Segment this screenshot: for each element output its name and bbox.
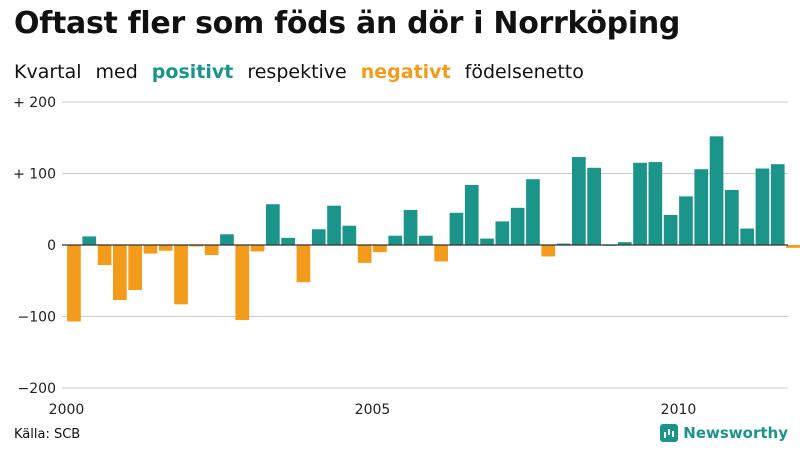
x-tick-label: 2000 bbox=[49, 402, 85, 418]
subtitle-word: med bbox=[95, 61, 138, 83]
bar bbox=[740, 228, 754, 245]
x-tick-label: 2005 bbox=[355, 402, 391, 418]
bar bbox=[709, 136, 724, 245]
bar bbox=[786, 245, 800, 248]
bar bbox=[128, 245, 142, 291]
bar bbox=[464, 184, 479, 245]
bar bbox=[189, 245, 204, 247]
bar bbox=[357, 245, 372, 263]
bar bbox=[250, 245, 265, 252]
bar bbox=[572, 157, 586, 245]
y-tick-label: + 200 bbox=[13, 95, 56, 111]
gridlines bbox=[62, 101, 788, 389]
bar bbox=[97, 245, 112, 266]
bar bbox=[403, 209, 418, 245]
y-tick-label: + 100 bbox=[13, 167, 56, 183]
bar bbox=[373, 245, 387, 253]
bar bbox=[235, 245, 250, 321]
bar bbox=[174, 245, 188, 305]
bar bbox=[220, 234, 234, 245]
bar bbox=[510, 207, 525, 245]
bar bbox=[617, 242, 632, 245]
legend-negative: negativt bbox=[360, 61, 451, 83]
chart-title: Oftast fler som föds än dör i Norrköping bbox=[14, 6, 681, 41]
bar bbox=[648, 162, 663, 245]
bar bbox=[587, 167, 601, 245]
bar bbox=[113, 245, 127, 301]
bar bbox=[495, 221, 510, 245]
bar bbox=[449, 212, 464, 245]
chart-logo-icon bbox=[660, 424, 679, 442]
bar bbox=[296, 245, 311, 283]
legend-positive: positivt bbox=[151, 61, 234, 83]
subtitle-word: födelsenetto bbox=[464, 61, 584, 83]
x-tick-label: 2010 bbox=[661, 402, 697, 418]
bar bbox=[327, 205, 341, 245]
bar bbox=[266, 204, 280, 245]
bar bbox=[541, 245, 556, 257]
brand-logo: Newsworthy bbox=[660, 424, 788, 442]
bar bbox=[480, 238, 494, 245]
bar bbox=[663, 214, 678, 245]
bar bbox=[770, 164, 785, 245]
brand-name: Newsworthy bbox=[683, 424, 788, 442]
chart-subtitle: Kvartal med positivt respektive negativt föde… bbox=[14, 61, 598, 83]
bar bbox=[311, 229, 326, 245]
subtitle-word: respektive bbox=[247, 61, 347, 83]
subtitle-word: Kvartal bbox=[14, 61, 82, 83]
bar bbox=[679, 196, 693, 245]
bar bbox=[204, 245, 219, 256]
bar bbox=[158, 245, 173, 251]
bar bbox=[67, 245, 81, 322]
y-tick-label: −200 bbox=[18, 381, 56, 397]
y-tick-label: 0 bbox=[47, 238, 56, 254]
source-note: Källa: SCB bbox=[14, 427, 81, 442]
bars bbox=[67, 136, 800, 322]
bar bbox=[694, 169, 709, 245]
bar bbox=[342, 225, 357, 245]
bar bbox=[526, 179, 540, 245]
bar bbox=[725, 189, 739, 245]
bar bbox=[556, 243, 571, 245]
bar bbox=[388, 235, 403, 245]
bar bbox=[755, 168, 770, 245]
bar bbox=[633, 162, 647, 245]
bar bbox=[82, 236, 97, 245]
bar bbox=[143, 245, 158, 254]
bar bbox=[281, 237, 295, 245]
y-tick-label: −100 bbox=[18, 310, 56, 326]
bar bbox=[434, 245, 448, 262]
bar bbox=[419, 235, 433, 245]
